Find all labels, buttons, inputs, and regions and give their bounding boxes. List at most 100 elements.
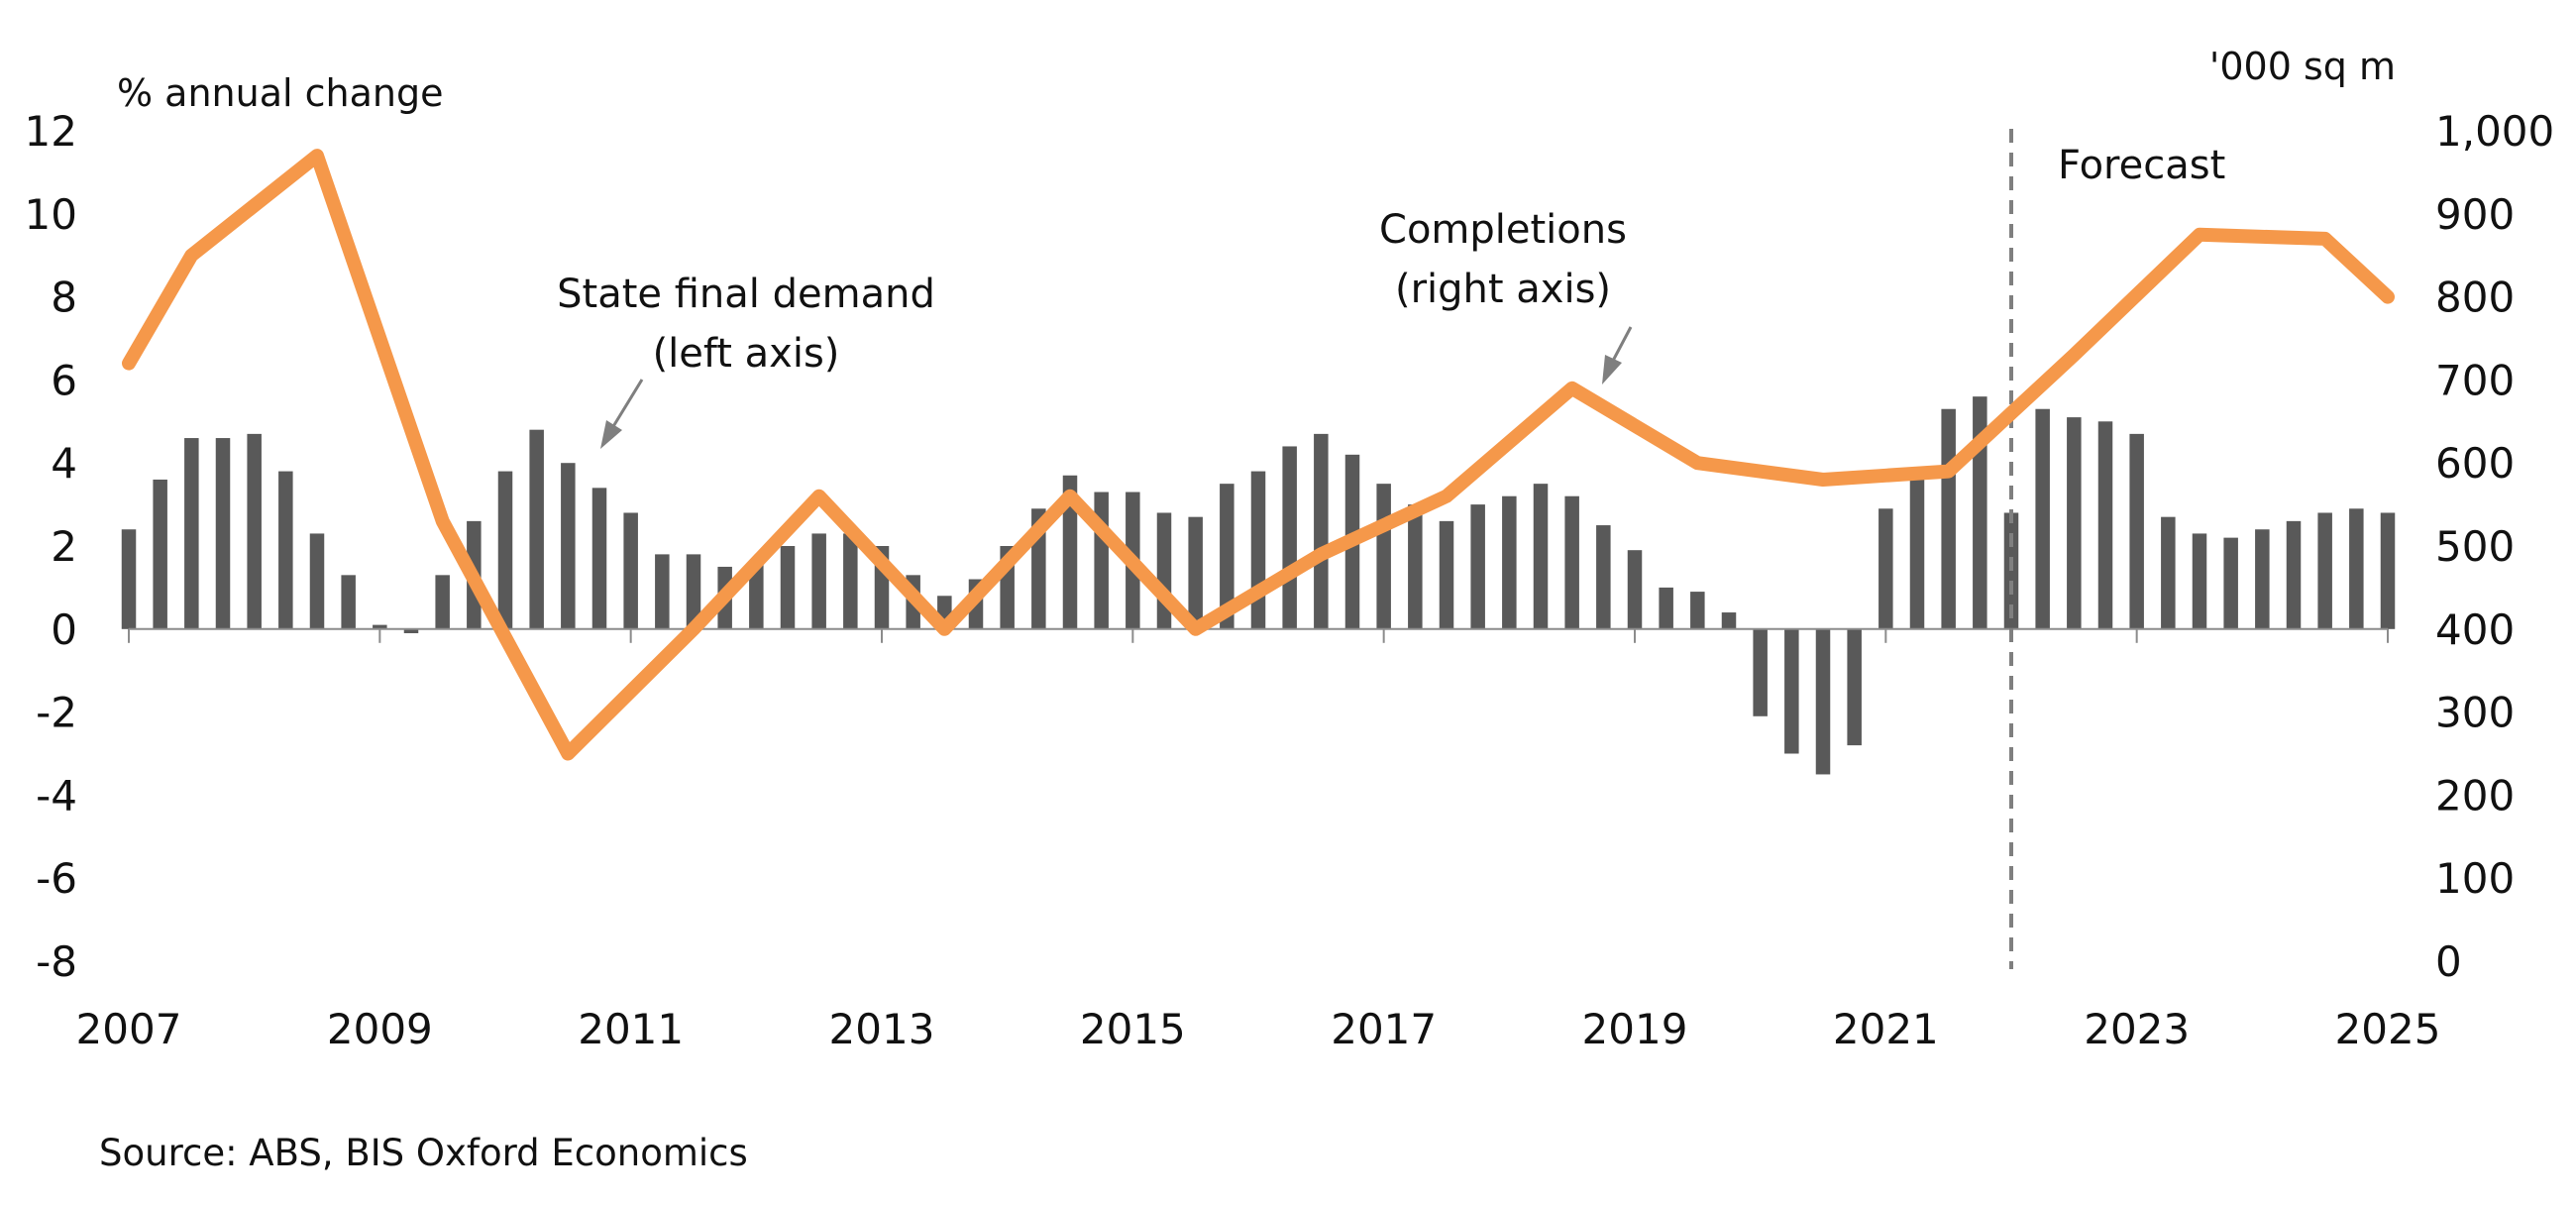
bar-sfd (749, 562, 764, 629)
bar-sfd (843, 533, 858, 629)
annotation-completions: Completions (right axis) (1379, 207, 1633, 384)
left-tick-label: 0 (51, 605, 77, 654)
bar-sfd (811, 533, 826, 629)
annotation-comp-line2: (right axis) (1395, 267, 1611, 312)
bar-sfd (247, 433, 262, 629)
bar-sfd (2192, 533, 2207, 629)
right-axis-ticks: 1,000 900 800 700 600 500 400 300 200 100 0 (2435, 107, 2554, 986)
annotation-sfd-line1: State final demand (557, 272, 935, 317)
bar-sfd (2003, 512, 2019, 629)
bar-sfd (1220, 484, 1234, 629)
x-tick-label: 2011 (578, 1005, 684, 1053)
left-tick-label: -4 (36, 771, 77, 820)
annotation-comp-arrowhead (1602, 355, 1622, 384)
bar-sfd (1815, 628, 1831, 775)
bar-sfd (1784, 628, 1799, 754)
bar-sfd (1941, 408, 1956, 629)
bar-sfd (184, 438, 199, 629)
bar-sfd (1470, 504, 1485, 629)
bar-sfd (1909, 471, 1925, 629)
bar-sfd (591, 488, 607, 629)
right-tick-label: 0 (2435, 937, 2462, 986)
x-axis-ticks: 2007 2009 2011 2013 2015 2017 2019 2021 2023 2025 (76, 1005, 2441, 1053)
bar-sfd (1376, 484, 1391, 629)
bar-sfd (686, 554, 701, 629)
bar-sfd (373, 624, 387, 629)
bar-sfd (278, 471, 293, 629)
left-tick-label: 6 (51, 356, 77, 404)
bar-sfd (2097, 421, 2113, 629)
bar-sfd (2380, 512, 2396, 629)
bar-sfd (1627, 550, 1643, 629)
left-tick-label: 8 (51, 274, 77, 322)
bar-sfd (2067, 417, 2082, 629)
bar-sfd (309, 533, 325, 629)
x-tick-label: 2017 (1331, 1005, 1437, 1053)
bar-sfd (1188, 516, 1203, 629)
right-tick-label: 200 (2435, 771, 2515, 820)
right-axis-title: '000 sq m (2209, 45, 2396, 88)
x-tick-label: 2023 (2084, 1005, 2190, 1053)
bar-sfd (2035, 408, 2050, 629)
bar-sfd (1250, 471, 1266, 629)
left-tick-label: -6 (36, 854, 77, 903)
bar-sfd (2129, 433, 2144, 629)
annotation-comp-arrow (1611, 326, 1633, 362)
bar-sfd (780, 546, 796, 629)
bar-sfd (623, 512, 638, 629)
bar-sfd (1282, 446, 1297, 629)
bar-sfd (1690, 592, 1705, 629)
line-series-completions (122, 149, 2395, 761)
forecast-label: Forecast (2058, 143, 2225, 188)
bar-sfd (1439, 520, 1454, 629)
bar-sfd (1721, 612, 1737, 629)
x-tick-label: 2007 (76, 1005, 182, 1053)
bar-sfd (1533, 484, 1549, 629)
bar-sfd (497, 471, 513, 629)
bar-sfd (1408, 504, 1423, 629)
bar-sfd (341, 575, 356, 629)
right-tick-label: 800 (2435, 274, 2515, 322)
bar-sfd (2161, 516, 2176, 629)
x-tick-label: 2009 (327, 1005, 433, 1053)
annotation-comp-line1: Completions (1379, 207, 1627, 253)
bar-sfd (2317, 512, 2332, 629)
right-tick-label: 1,000 (2435, 107, 2554, 156)
bar-sfd (1659, 587, 1673, 629)
right-tick-label: 700 (2435, 356, 2515, 404)
bar-sfd (2223, 537, 2238, 629)
bar-sfd (1753, 628, 1768, 716)
bar-sfd (529, 429, 544, 629)
right-tick-label: 900 (2435, 190, 2515, 239)
bar-sfd (403, 628, 419, 633)
bar-sfd (1564, 495, 1579, 629)
right-tick-label: 300 (2435, 689, 2515, 737)
left-tick-label: -8 (36, 937, 77, 986)
annotation-sfd-line2: (left axis) (653, 331, 840, 377)
bar-sfd (561, 463, 576, 629)
left-tick-label: 12 (25, 107, 77, 156)
x-tick-label: 2019 (1582, 1005, 1688, 1053)
left-axis-title: % annual change (117, 71, 444, 115)
x-axis (128, 627, 2389, 643)
bar-sfd (153, 479, 167, 629)
bar-sfd (1878, 508, 1893, 629)
x-tick-label: 2015 (1080, 1005, 1186, 1053)
bar-sfd (1094, 492, 1109, 629)
x-tick-label: 2021 (1833, 1005, 1939, 1053)
right-tick-label: 100 (2435, 854, 2515, 903)
bar-sfd (1156, 512, 1172, 629)
right-tick-label: 500 (2435, 522, 2515, 571)
bar-sfd (1596, 525, 1611, 629)
x-tick-label: 2013 (829, 1005, 935, 1053)
bar-sfd (1062, 475, 1078, 629)
bar-sfd (1502, 495, 1517, 629)
bar-sfd (2286, 520, 2302, 629)
bar-sfd (655, 554, 670, 629)
bar-sfd (435, 575, 450, 629)
annotation-sfd-arrow (610, 379, 644, 429)
bar-sfd (2255, 529, 2270, 629)
bar-sfd (1314, 433, 1329, 629)
bar-sfd (215, 438, 231, 629)
